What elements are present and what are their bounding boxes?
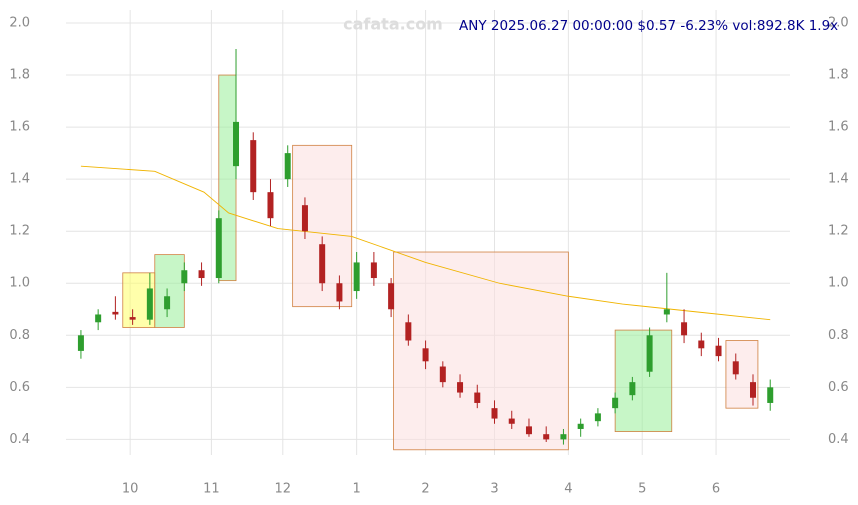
candle-body: [749, 382, 756, 398]
candle-body: [698, 340, 705, 349]
candle-body: [491, 408, 498, 419]
candle-body: [457, 382, 464, 393]
candle-body: [474, 392, 481, 403]
candle-body: [646, 335, 653, 372]
x-tick-label: 4: [564, 482, 572, 497]
candle-body: [439, 366, 446, 383]
candle-body: [370, 262, 377, 279]
y-tick-label: 0.6: [9, 380, 30, 395]
x-tick-label: 3: [490, 482, 498, 497]
candle-body: [681, 322, 688, 336]
y-tick-label-right: 1.2: [828, 224, 849, 239]
candle-body: [405, 322, 412, 341]
candle-body: [250, 140, 257, 193]
watermark: cafata.com: [343, 15, 443, 34]
plot: 0.4 0.4 0.6 0.6 0.8 0.8 1.0 1.0 1.2 1.2 1.4 1.4 1.6 1…: [9, 10, 849, 497]
candle-body: [336, 283, 343, 302]
y-tick-label-right: 1.0: [828, 276, 849, 291]
candle-body: [353, 262, 360, 292]
x-tick-label: 5: [638, 482, 646, 497]
x-tick-label: 10: [122, 482, 139, 497]
x-tick-label: 12: [275, 482, 292, 497]
candle-body: [663, 309, 670, 315]
candle-body: [525, 426, 532, 435]
box: [154, 254, 185, 328]
candle-body: [215, 218, 222, 279]
candle-body: [267, 192, 274, 219]
candle-body: [767, 387, 774, 403]
candle-body: [164, 296, 171, 310]
candle-body: [233, 121, 240, 167]
candle-body: [732, 361, 739, 375]
moving-average: [80, 165, 771, 321]
candle-body: [577, 423, 584, 429]
y-tick-label: 2.0: [9, 16, 30, 31]
y-tick-label: 1.6: [9, 120, 30, 135]
candle-body: [388, 283, 395, 310]
candle-body: [112, 311, 119, 315]
candle-body: [560, 434, 567, 440]
candle-body: [594, 413, 601, 422]
x-tick-label: 2: [421, 482, 429, 497]
y-tick-label: 1.0: [9, 276, 30, 291]
candle-body: [129, 317, 136, 320]
candle-body: [146, 288, 153, 320]
y-tick-label: 1.2: [9, 224, 30, 239]
y-tick-label: 1.4: [9, 172, 30, 187]
candle-body: [319, 244, 326, 284]
x-tick-label: 11: [203, 482, 220, 497]
y-tick-label-right: 1.4: [828, 172, 849, 187]
y-tick-label-right: 0.6: [828, 380, 849, 395]
box: [393, 251, 569, 451]
x-tick-label: 6: [712, 482, 720, 497]
candle-body: [301, 205, 308, 232]
y-tick-label-right: 1.8: [828, 68, 849, 83]
y-tick-label: 0.4: [9, 432, 30, 447]
y-tick-label-right: 0.8: [828, 328, 849, 343]
y-tick-label-right: 0.4: [828, 432, 849, 447]
candle-body: [284, 153, 291, 180]
x-tick-label: 1: [353, 482, 361, 497]
y-tick-label: 0.8: [9, 328, 30, 343]
box: [614, 329, 673, 432]
candle-body: [95, 314, 102, 323]
candle-body: [629, 382, 636, 396]
y-tick-label: 1.8: [9, 68, 30, 83]
candle-body: [181, 270, 188, 284]
candle-body: [715, 345, 722, 357]
candle-body: [198, 270, 205, 279]
candle-body: [612, 397, 619, 409]
candle-body: [508, 418, 515, 424]
y-tick-label-right: 2.0: [828, 16, 849, 31]
candle-body: [543, 434, 550, 440]
y-tick-label-right: 1.6: [828, 120, 849, 135]
header: ANY 2025.06.27 00:00:00 $0.57 -6.23% vol…: [459, 18, 838, 34]
candle-body: [422, 348, 429, 362]
candle-body: [77, 335, 84, 351]
